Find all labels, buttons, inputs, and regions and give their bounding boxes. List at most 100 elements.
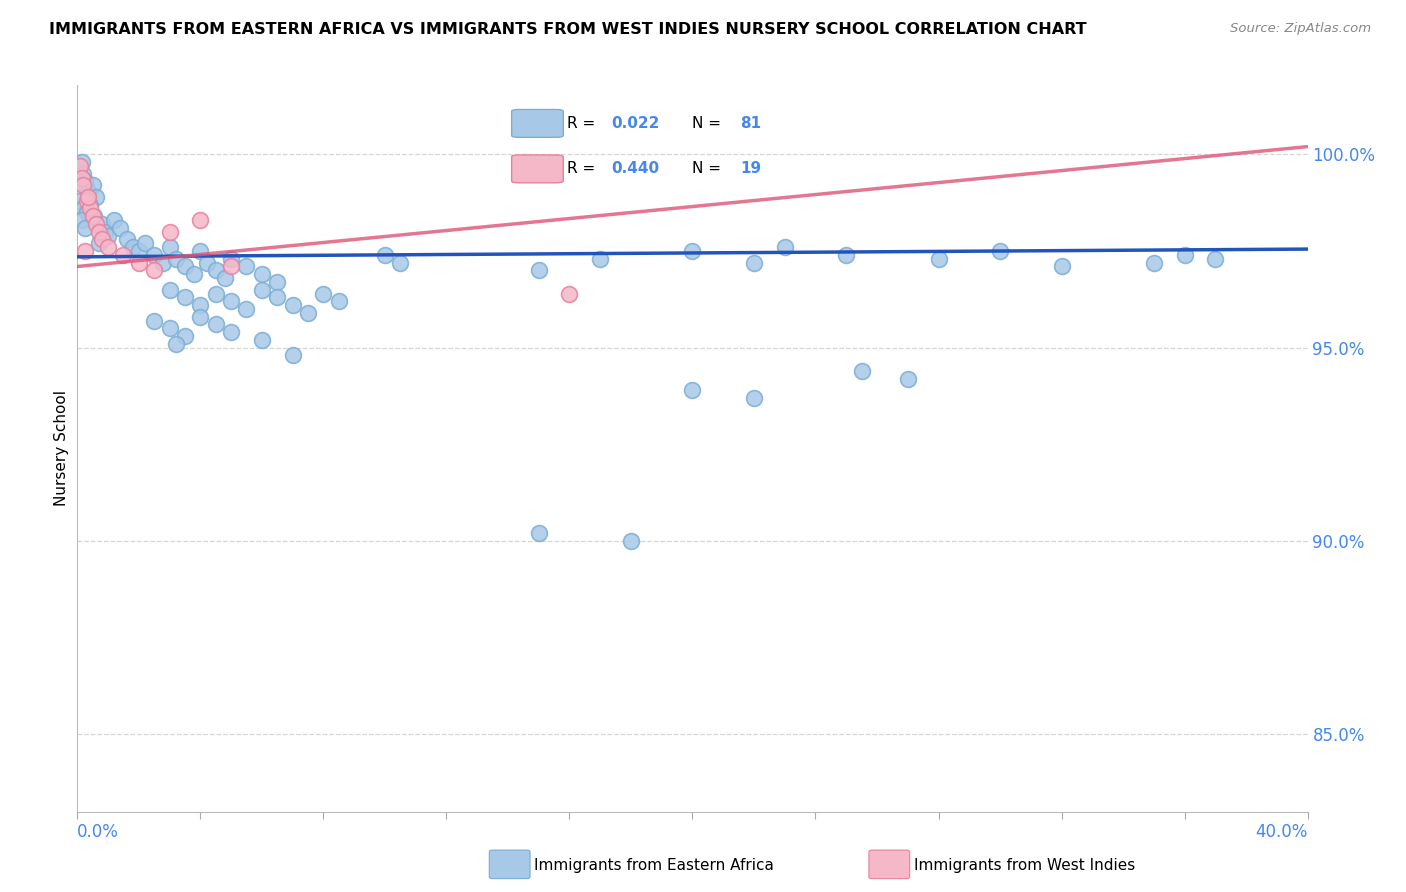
Text: 81: 81 bbox=[741, 116, 762, 131]
Point bbox=[82, 178, 104, 193]
Point bbox=[73, 220, 96, 235]
Point bbox=[134, 236, 156, 251]
Point bbox=[235, 301, 257, 316]
Point bbox=[110, 220, 132, 235]
Point bbox=[527, 263, 550, 277]
Point bbox=[835, 248, 858, 262]
Text: 19: 19 bbox=[741, 161, 762, 177]
Point bbox=[121, 240, 143, 254]
Point bbox=[97, 228, 120, 243]
Text: R =: R = bbox=[567, 161, 600, 177]
Point bbox=[87, 225, 110, 239]
Point bbox=[235, 260, 257, 274]
Point bbox=[851, 364, 873, 378]
Point bbox=[328, 294, 350, 309]
Point bbox=[152, 255, 174, 269]
Point bbox=[97, 240, 120, 254]
Point bbox=[69, 194, 91, 208]
Point bbox=[87, 236, 110, 251]
Point bbox=[250, 333, 273, 347]
Point bbox=[174, 329, 197, 343]
Point bbox=[266, 290, 288, 304]
Point bbox=[115, 232, 138, 246]
Point bbox=[297, 306, 319, 320]
Text: Immigrants from West Indies: Immigrants from West Indies bbox=[914, 858, 1135, 872]
Point bbox=[312, 286, 335, 301]
Point bbox=[82, 209, 104, 223]
Point bbox=[84, 217, 107, 231]
Point bbox=[188, 298, 212, 312]
Point bbox=[188, 310, 212, 324]
Point bbox=[69, 159, 91, 173]
Point bbox=[1204, 252, 1226, 266]
Point bbox=[204, 263, 226, 277]
Point bbox=[70, 155, 93, 169]
Point bbox=[103, 213, 125, 227]
Point bbox=[250, 267, 273, 281]
Point bbox=[389, 255, 412, 269]
Point bbox=[77, 186, 100, 200]
Point bbox=[73, 174, 96, 188]
Point bbox=[773, 240, 796, 254]
Point bbox=[250, 283, 273, 297]
Point bbox=[143, 263, 166, 277]
Point bbox=[159, 321, 181, 335]
Point bbox=[128, 244, 150, 258]
Point bbox=[988, 244, 1011, 258]
Point bbox=[928, 252, 950, 266]
FancyBboxPatch shape bbox=[512, 155, 564, 183]
Point bbox=[219, 325, 242, 339]
Point bbox=[165, 336, 187, 351]
Point bbox=[90, 217, 114, 231]
Point bbox=[214, 271, 236, 285]
Point bbox=[94, 225, 117, 239]
Text: R =: R = bbox=[567, 116, 600, 131]
Point bbox=[897, 371, 920, 385]
Point bbox=[112, 248, 135, 262]
Point bbox=[84, 190, 107, 204]
Point bbox=[682, 244, 704, 258]
Point bbox=[1143, 255, 1166, 269]
Point bbox=[558, 286, 581, 301]
FancyBboxPatch shape bbox=[512, 110, 564, 137]
Point bbox=[589, 252, 612, 266]
Point bbox=[73, 244, 96, 258]
Point bbox=[70, 213, 93, 227]
Point bbox=[620, 534, 643, 549]
Point bbox=[143, 313, 166, 327]
Point bbox=[83, 209, 105, 223]
Point bbox=[281, 298, 304, 312]
Text: 0.022: 0.022 bbox=[612, 116, 659, 131]
Point bbox=[79, 202, 101, 216]
Point bbox=[72, 167, 94, 181]
Point bbox=[90, 232, 114, 246]
Point bbox=[79, 197, 101, 211]
Point bbox=[266, 275, 288, 289]
Point bbox=[174, 290, 197, 304]
Point bbox=[72, 202, 94, 216]
Point bbox=[76, 194, 98, 208]
Point bbox=[143, 248, 166, 262]
Point bbox=[174, 260, 197, 274]
Point bbox=[70, 170, 93, 185]
Point bbox=[219, 294, 242, 309]
Point bbox=[159, 283, 181, 297]
Point bbox=[1050, 260, 1073, 274]
Point bbox=[188, 244, 212, 258]
Point bbox=[204, 286, 226, 301]
Point bbox=[188, 213, 212, 227]
Point bbox=[527, 526, 550, 541]
Text: 40.0%: 40.0% bbox=[1256, 823, 1308, 841]
Text: 0.0%: 0.0% bbox=[77, 823, 120, 841]
Text: N =: N = bbox=[693, 116, 727, 131]
Point bbox=[159, 225, 181, 239]
Point bbox=[77, 190, 100, 204]
Point bbox=[742, 255, 765, 269]
Point bbox=[128, 255, 150, 269]
Point bbox=[165, 252, 187, 266]
Point bbox=[281, 348, 304, 362]
Point bbox=[219, 260, 242, 274]
Point bbox=[204, 318, 226, 332]
Y-axis label: Nursery School: Nursery School bbox=[53, 390, 69, 507]
Point bbox=[76, 205, 98, 219]
